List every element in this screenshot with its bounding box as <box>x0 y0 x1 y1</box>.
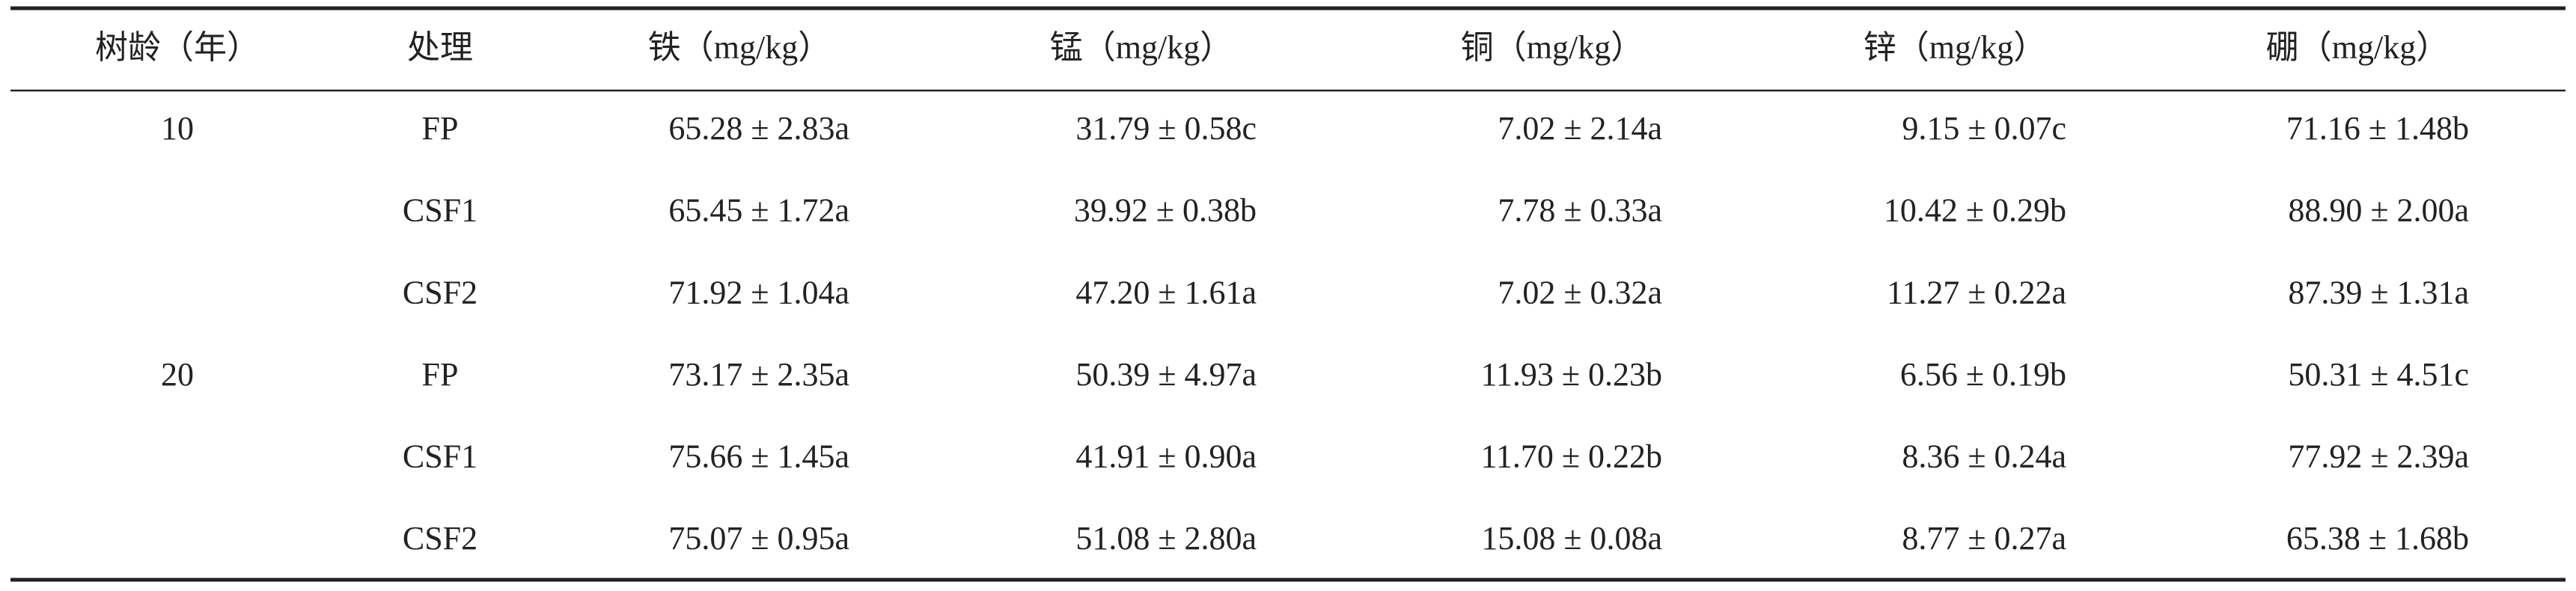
value-cell: 50.39 ± 4.97a <box>1075 356 1257 393</box>
value-cell: 65.45 ± 1.72a <box>668 192 849 229</box>
treatment-cell: CSF2 <box>403 274 477 310</box>
value-cell: 8.77 ± 0.27a <box>1902 520 2066 557</box>
header-cell: 处理 <box>407 29 473 66</box>
header-cell: 锌（mg/kg） <box>1864 29 2046 66</box>
value-cell: 7.02 ± 2.14a <box>1498 110 1662 147</box>
value-cell: 65.38 ± 1.68b <box>2286 520 2469 557</box>
value-cell: 77.92 ± 2.39a <box>2288 438 2469 474</box>
value-cell: 7.02 ± 0.32a <box>1498 274 1662 310</box>
treatment-cell: FP <box>422 110 459 147</box>
value-cell: 87.39 ± 1.31a <box>2288 274 2469 310</box>
header-cell: 硼（mg/kg） <box>2266 29 2449 66</box>
value-cell: 31.79 ± 0.58c <box>1075 110 1257 147</box>
treatment-cell: CSF1 <box>403 438 477 474</box>
header-cell: 锰（mg/kg） <box>1050 29 1233 66</box>
value-cell: 51.08 ± 2.80a <box>1075 520 1257 557</box>
value-cell: 11.70 ± 0.22b <box>1480 438 1662 474</box>
value-cell: 75.07 ± 0.95a <box>668 520 849 557</box>
value-cell: 50.31 ± 4.51c <box>2288 356 2469 393</box>
value-cell: 8.36 ± 0.24a <box>1902 438 2066 474</box>
value-cell: 41.91 ± 0.90a <box>1075 438 1257 474</box>
value-cell: 71.16 ± 1.48b <box>2286 110 2469 147</box>
value-cell: 88.90 ± 2.00a <box>2288 192 2469 229</box>
value-cell: 39.92 ± 0.38b <box>1074 192 1257 229</box>
value-cell: 9.15 ± 0.07c <box>1902 110 2066 147</box>
header-cell: 铁（mg/kg） <box>648 29 831 66</box>
value-cell: 11.27 ± 0.22a <box>1887 274 2066 310</box>
age-cell: 10 <box>161 110 194 147</box>
value-cell: 47.20 ± 1.61a <box>1075 274 1257 310</box>
value-cell: 15.08 ± 0.08a <box>1481 520 1662 557</box>
value-cell: 7.78 ± 0.33a <box>1498 192 1662 229</box>
value-cell: 73.17 ± 2.35a <box>668 356 849 393</box>
value-cell: 75.66 ± 1.45a <box>668 438 849 474</box>
treatment-cell: CSF2 <box>403 520 477 557</box>
value-cell: 71.92 ± 1.04a <box>668 274 849 310</box>
treatment-cell: FP <box>422 356 459 393</box>
age-cell: 20 <box>161 356 194 393</box>
value-cell: 6.56 ± 0.19b <box>1900 356 2066 393</box>
value-cell: 65.28 ± 2.83a <box>668 110 849 147</box>
treatment-cell: CSF1 <box>403 192 477 229</box>
header-cell: 铜（mg/kg） <box>1461 29 1643 66</box>
value-cell: 10.42 ± 0.29b <box>1884 192 2066 229</box>
header-cell: 树龄（年） <box>95 29 260 66</box>
value-cell: 11.93 ± 0.23b <box>1480 356 1662 393</box>
